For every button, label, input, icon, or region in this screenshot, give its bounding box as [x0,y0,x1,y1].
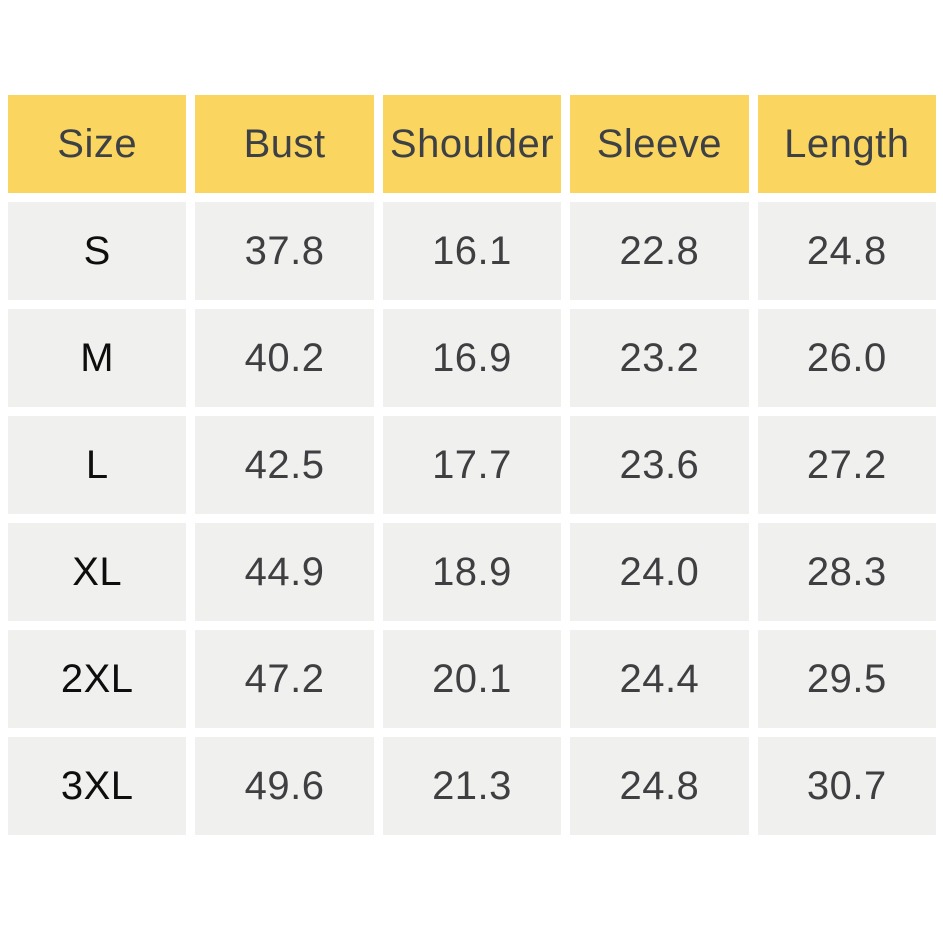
value-2xl-length: 29.5 [757,630,936,728]
column-header-bust: Bust [195,95,374,193]
value-l-bust: 42.5 [195,416,374,514]
value-xl-shoulder: 18.9 [382,523,562,621]
value-l-length: 27.2 [757,416,936,514]
value-2xl-sleeve: 24.4 [570,630,749,728]
value-m-sleeve: 23.2 [570,309,749,407]
size-chart-table: Size Bust Shoulder Sleeve Length S 37.8 16.1 22.… [8,95,936,835]
column-header-size: Size [8,95,187,193]
value-3xl-bust: 49.6 [195,737,374,835]
value-l-sleeve: 23.6 [570,416,749,514]
size-label-2xl: 2XL [8,630,187,728]
column-header-length: Length [757,95,936,193]
value-xl-length: 28.3 [757,523,936,621]
value-s-shoulder: 16.1 [382,202,562,300]
value-xl-bust: 44.9 [195,523,374,621]
size-label-m: M [8,309,187,407]
value-m-shoulder: 16.9 [382,309,562,407]
value-l-shoulder: 17.7 [382,416,562,514]
column-header-shoulder: Shoulder [382,95,562,193]
value-2xl-bust: 47.2 [195,630,374,728]
size-label-xl: XL [8,523,187,621]
value-3xl-shoulder: 21.3 [382,737,562,835]
value-s-bust: 37.8 [195,202,374,300]
value-s-sleeve: 22.8 [570,202,749,300]
column-header-sleeve: Sleeve [570,95,749,193]
value-s-length: 24.8 [757,202,936,300]
size-label-3xl: 3XL [8,737,187,835]
value-m-bust: 40.2 [195,309,374,407]
value-2xl-shoulder: 20.1 [382,630,562,728]
value-3xl-length: 30.7 [757,737,936,835]
value-3xl-sleeve: 24.8 [570,737,749,835]
size-label-l: L [8,416,187,514]
size-label-s: S [8,202,187,300]
value-m-length: 26.0 [757,309,936,407]
value-xl-sleeve: 24.0 [570,523,749,621]
